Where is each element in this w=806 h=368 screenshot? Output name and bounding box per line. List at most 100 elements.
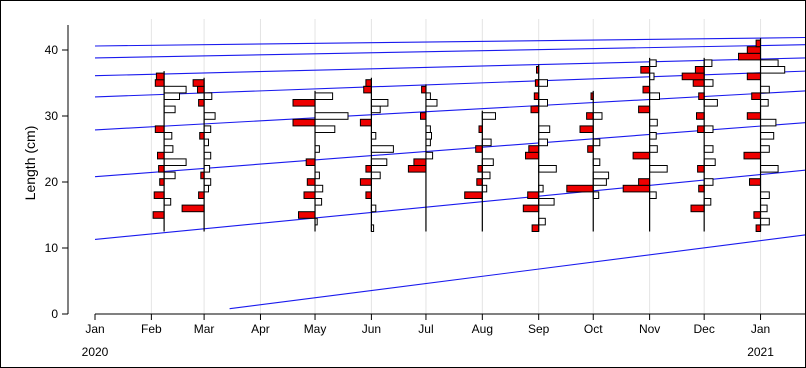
bar-open (649, 118, 658, 127)
bar-positive (579, 125, 594, 134)
bar-positive (421, 85, 427, 94)
bar-positive (587, 145, 594, 153)
bar-positive (152, 211, 165, 219)
histogram-2020-10-01 (566, 90, 610, 232)
bar-open (163, 132, 173, 140)
bar-open (760, 59, 779, 68)
bar-positive (638, 178, 651, 186)
year-label: 2021 (747, 345, 774, 359)
bar-open (538, 198, 555, 206)
bar-positive (527, 191, 540, 199)
growth-curve-3 (94, 122, 805, 178)
bar-positive (154, 79, 165, 87)
bar-positive (363, 85, 372, 94)
bar-open (425, 132, 432, 140)
y-tick-label: 40 (45, 43, 59, 57)
bar-open (703, 59, 713, 68)
bar-positive (154, 125, 165, 134)
bar-positive (566, 184, 594, 193)
bar-open (314, 125, 336, 134)
bar-open (760, 191, 770, 199)
bar-positive (292, 99, 316, 107)
growth-curve-7 (94, 44, 805, 59)
bar-positive (746, 112, 761, 120)
bar-open (703, 79, 714, 87)
bar-open (538, 125, 551, 134)
bar-positive (697, 165, 705, 173)
bar-positive (158, 165, 165, 173)
bar-open (163, 145, 174, 153)
bar-open (703, 198, 712, 206)
bar-open (592, 178, 607, 186)
x-tick-label: Oct (584, 322, 603, 336)
x-tick-label: May (304, 322, 327, 336)
bar-open (592, 112, 603, 120)
growth-curve-1 (229, 234, 805, 310)
bar-open (703, 145, 714, 153)
bar-positive (365, 79, 372, 87)
bar-open (314, 184, 324, 193)
bar-positive (696, 112, 705, 120)
bar-open (203, 184, 210, 193)
bar-positive (697, 125, 705, 134)
bar-positive (464, 191, 483, 199)
bar-open (425, 151, 434, 160)
bar-positive (746, 46, 761, 54)
x-tick-label: Jul (418, 322, 433, 336)
bar-open (370, 105, 381, 114)
bar-open (203, 151, 212, 160)
bar-open (481, 158, 494, 166)
bar-open (163, 158, 187, 166)
bar-open (649, 59, 657, 68)
bar-open (370, 171, 381, 180)
bar-positive (305, 158, 316, 166)
bar-positive (632, 151, 651, 160)
x-tick-label: Aug (472, 322, 493, 336)
month-gridlines (150, 19, 762, 314)
bar-open (163, 198, 172, 206)
x-tick-label: Jan (751, 322, 770, 336)
bar-positive (365, 165, 372, 173)
bar-open (760, 132, 775, 140)
bar-open (370, 99, 389, 107)
bar-open (203, 138, 210, 147)
bar-positive (157, 151, 165, 160)
bar-positive (198, 191, 205, 199)
bar-open (538, 138, 549, 147)
bar-open (370, 132, 377, 140)
y-tick-label: 10 (45, 241, 59, 255)
bar-open (649, 72, 655, 81)
histogram-2020-07-01 (407, 84, 438, 232)
bar-positive (531, 224, 540, 232)
bar-positive (640, 66, 651, 74)
bar-positive (476, 178, 483, 186)
bar-open (314, 112, 349, 120)
growth-curve-6 (94, 57, 805, 77)
bar-open (592, 191, 600, 199)
histogram-2020-02-08 (152, 71, 187, 232)
bar-positive (528, 145, 540, 153)
bar-open (425, 125, 431, 134)
bar-open (370, 145, 394, 153)
x-tick-label: Feb (141, 322, 162, 336)
bar-open (314, 92, 334, 101)
bar-open (703, 99, 718, 107)
bar-open (538, 79, 549, 87)
histogram-2020-08-01 (464, 110, 496, 232)
bar-open (538, 99, 549, 107)
histogram-2020-11-01 (622, 57, 668, 232)
year-label: 2020 (82, 345, 109, 359)
bar-open (649, 145, 658, 153)
bar-positive (698, 92, 705, 101)
bar-positive (413, 158, 427, 166)
bar-open (703, 178, 714, 186)
bar-open (703, 125, 714, 134)
bar-positive (475, 145, 483, 153)
bar-open (649, 165, 668, 173)
bar-positive (420, 112, 427, 120)
bar-positive (292, 118, 316, 127)
bar-open (649, 191, 657, 199)
bar-open (703, 158, 716, 166)
bar-open (203, 178, 212, 186)
bar-open (163, 105, 176, 114)
